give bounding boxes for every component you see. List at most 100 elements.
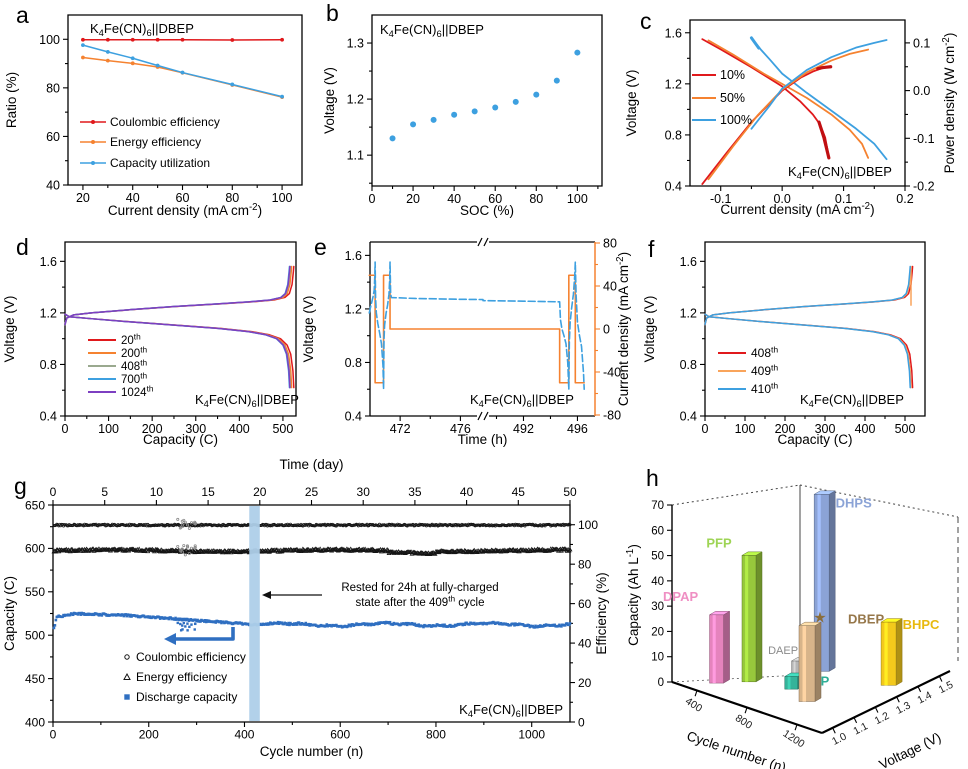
panel-c-plot: -0.1 0.0 0.1 0.2 0.4 0.8 1.2 1.6 -0.2 -0.1 0.0 0.1 1… xyxy=(624,19,957,217)
svg-text:80: 80 xyxy=(578,558,592,572)
svg-text:Rested for 24h at fully-charge: Rested for 24h at fully-charged xyxy=(341,582,498,594)
svg-text:200th: 200th xyxy=(121,345,147,360)
svg-text:1.2: 1.2 xyxy=(40,306,57,320)
svg-text:450: 450 xyxy=(25,672,45,686)
svg-text:40: 40 xyxy=(651,576,664,588)
svg-text:Capacity (C): Capacity (C) xyxy=(143,432,218,447)
panel-g: g 0 200 400 600 800 1000 0 5 10 15 20 25 30 35 40 45 50 4… xyxy=(0,455,660,769)
svg-text:496: 496 xyxy=(567,422,588,436)
svg-text:-40: -40 xyxy=(603,366,621,380)
svg-text:DHPS: DHPS xyxy=(836,495,872,510)
svg-text:650: 650 xyxy=(25,498,45,512)
svg-text:Voltage (V): Voltage (V) xyxy=(624,70,639,137)
bar3d-dbep: ★ DBEP xyxy=(798,610,884,702)
svg-text:0.8: 0.8 xyxy=(40,358,57,372)
svg-text:1200: 1200 xyxy=(781,728,807,751)
svg-text:0: 0 xyxy=(369,192,376,206)
svg-text:0.1: 0.1 xyxy=(835,192,852,206)
svg-text:20: 20 xyxy=(651,626,664,638)
svg-text:Time (day): Time (day) xyxy=(279,457,343,472)
svg-text:★: ★ xyxy=(813,610,826,627)
svg-text:400: 400 xyxy=(234,727,254,741)
panel-c: c -0.1 0.0 0.1 0.2 0.4 0.8 1.2 1.6 -0.2 -0.1 0.0 0.… xyxy=(620,0,968,228)
svg-text:10: 10 xyxy=(651,652,664,664)
svg-text:K4Fe(CN)6||DBEP: K4Fe(CN)6||DBEP xyxy=(459,702,563,719)
svg-text:DAEP: DAEP xyxy=(768,645,798,657)
svg-text:20: 20 xyxy=(406,192,420,206)
svg-text:20: 20 xyxy=(76,191,90,205)
svg-text:1.3: 1.3 xyxy=(347,37,364,51)
panel-e-plot: 0.4 0.8 1.2 1.6 -80 -40 0 40 80 472 476 492 496 K4Fe(… xyxy=(301,237,631,448)
svg-text:0.1: 0.1 xyxy=(913,36,930,50)
svg-text:0.0: 0.0 xyxy=(773,192,790,206)
svg-text:Voltage (V): Voltage (V) xyxy=(322,67,337,134)
svg-text:0: 0 xyxy=(702,422,709,436)
panel-b: b 0 20 40 60 80 100 1.1 1.2 1.3 K4Fe(CN)6||DBEP SO… xyxy=(320,0,620,228)
svg-text:K4Fe(CN)6||DBEP: K4Fe(CN)6||DBEP xyxy=(470,392,574,409)
bar3d-pfp: PFP xyxy=(706,535,763,683)
svg-text:600: 600 xyxy=(25,542,45,556)
svg-text:1.0: 1.0 xyxy=(830,730,849,747)
bar3d-dhps: DHPS xyxy=(813,490,872,672)
svg-text:70: 70 xyxy=(651,500,664,512)
svg-text:100: 100 xyxy=(272,191,293,205)
svg-text:1.5: 1.5 xyxy=(937,679,956,696)
svg-text:DBEP: DBEP xyxy=(848,612,884,627)
svg-text:60: 60 xyxy=(176,191,190,205)
svg-text:409th: 409th xyxy=(751,362,778,378)
svg-text:492: 492 xyxy=(513,422,534,436)
svg-text:500: 500 xyxy=(895,422,916,436)
svg-text:0: 0 xyxy=(62,422,69,436)
svg-text:Efficiency (%): Efficiency (%) xyxy=(594,572,609,654)
svg-text:Capacity utilization: Capacity utilization xyxy=(110,156,210,170)
svg-text:400: 400 xyxy=(229,422,250,436)
svg-text:30: 30 xyxy=(357,485,371,499)
svg-text:Coulombic efficiency: Coulombic efficiency xyxy=(110,115,220,129)
svg-text:-0.1: -0.1 xyxy=(913,132,935,146)
svg-text:Cycle number (n): Cycle number (n) xyxy=(685,728,788,769)
svg-text:50: 50 xyxy=(651,551,664,563)
svg-text:408th: 408th xyxy=(751,344,778,360)
svg-text:50%: 50% xyxy=(720,91,745,105)
panel-d-plot: 0 100 200 300 400 500 0.4 0.8 1.2 1.6 20th200th408… xyxy=(2,241,299,447)
svg-text:0.4: 0.4 xyxy=(665,180,682,194)
svg-text:K4Fe(CN)6||DBEP: K4Fe(CN)6||DBEP xyxy=(380,22,484,39)
svg-text:45: 45 xyxy=(512,485,526,499)
rest-bar xyxy=(249,506,260,721)
svg-text:Current density (mA cm-2): Current density (mA cm-2) xyxy=(615,252,631,406)
panel-h: h 0 10 20 30 40 50 60 70 400 800 1200 1.0 1.1 1.2 1.3 1… xyxy=(620,455,968,769)
svg-text:30: 30 xyxy=(651,601,664,613)
svg-text:1.4: 1.4 xyxy=(915,689,934,706)
svg-text:-0.1: -0.1 xyxy=(710,192,732,206)
svg-text:200: 200 xyxy=(775,422,796,436)
svg-text:60: 60 xyxy=(651,525,664,537)
panel-h-plot: 0 10 20 30 40 50 60 70 400 800 1200 1.01.11.21.31.4… xyxy=(625,484,959,769)
svg-text:Power density (W cm-2): Power density (W cm-2) xyxy=(941,33,957,174)
svg-text:-0.2: -0.2 xyxy=(913,180,935,194)
panel-e: e 0.4 0.8 1.2 1.6 -80 -40 0 40 80 472 476 492 496 K4F… xyxy=(300,228,660,458)
svg-text:100: 100 xyxy=(39,33,60,47)
svg-text:Voltage (V): Voltage (V) xyxy=(642,296,657,363)
svg-text:1.2: 1.2 xyxy=(347,93,364,107)
svg-text:40: 40 xyxy=(578,636,592,650)
svg-text:Voltage (V): Voltage (V) xyxy=(877,730,944,769)
svg-text:100%: 100% xyxy=(720,113,752,127)
svg-text:0: 0 xyxy=(578,715,585,729)
svg-text:60: 60 xyxy=(488,192,502,206)
svg-text:476: 476 xyxy=(450,422,471,436)
svg-text:K4Fe(CN)6||DBEP: K4Fe(CN)6||DBEP xyxy=(90,21,194,38)
svg-text:0.8: 0.8 xyxy=(665,128,682,142)
svg-text:1.6: 1.6 xyxy=(40,255,57,269)
svg-text:100: 100 xyxy=(578,518,598,532)
svg-text:K4Fe(CN)6||DBEP: K4Fe(CN)6||DBEP xyxy=(800,392,904,409)
svg-text:25: 25 xyxy=(305,485,319,499)
panel-b-plot: 0 20 40 60 80 100 1.1 1.2 1.3 K4Fe(CN)6||DBEP SOC … xyxy=(322,14,603,218)
svg-text:400: 400 xyxy=(25,715,45,729)
svg-text:-80: -80 xyxy=(603,409,621,423)
svg-text:50: 50 xyxy=(563,485,577,499)
svg-text:1.6: 1.6 xyxy=(665,26,682,40)
svg-text:1.1: 1.1 xyxy=(851,720,870,737)
svg-text:600: 600 xyxy=(330,727,350,741)
svg-text:80: 80 xyxy=(225,191,239,205)
svg-text:300: 300 xyxy=(185,422,206,436)
